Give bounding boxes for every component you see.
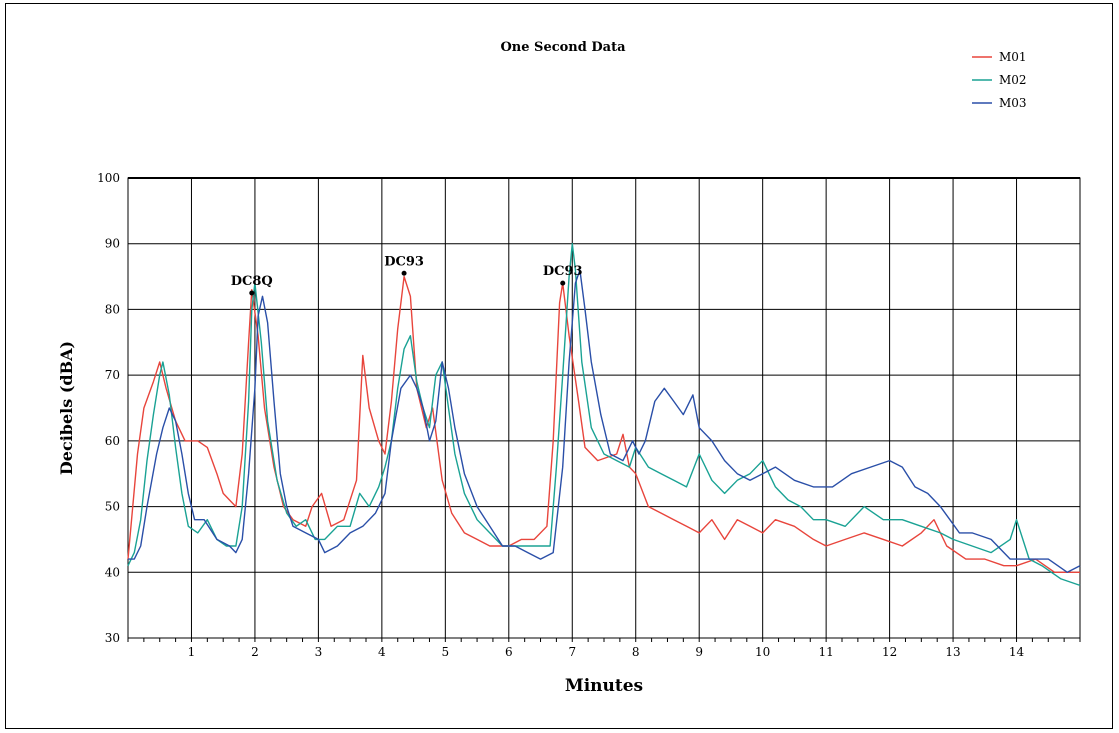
annotation-label: DC93 bbox=[384, 254, 424, 269]
x-tick-label: 1 bbox=[188, 645, 196, 659]
x-tick-label: 6 bbox=[505, 645, 513, 659]
annotation-marker bbox=[249, 290, 255, 296]
y-tick-label: 40 bbox=[105, 565, 120, 579]
y-axis-label: Decibels (dBA) bbox=[57, 341, 76, 475]
legend-label-m03: M03 bbox=[999, 96, 1027, 110]
y-tick-label: 90 bbox=[105, 237, 120, 251]
annotation-label: DC8Q bbox=[231, 274, 273, 289]
annotation-marker bbox=[560, 280, 566, 286]
y-tick-label: 100 bbox=[97, 171, 120, 185]
x-tick-label: 13 bbox=[945, 645, 960, 659]
annotation-marker bbox=[401, 270, 407, 276]
x-tick-label: 2 bbox=[251, 645, 259, 659]
y-tick-label: 70 bbox=[105, 368, 120, 382]
x-tick-label: 7 bbox=[568, 645, 576, 659]
plot-area bbox=[127, 177, 1081, 639]
x-tick-label: 8 bbox=[632, 645, 640, 659]
chart-title: One Second Data bbox=[500, 40, 626, 55]
x-tick-label: 3 bbox=[315, 645, 323, 659]
x-tick-label: 9 bbox=[695, 645, 703, 659]
chart-frame: 30 40 50 60 70 80 90 100 1 2 3 4 5 6 7 8 9 10 11 12 13 14 DC8Q… bbox=[5, 3, 1113, 729]
x-tick-label: 14 bbox=[1009, 645, 1025, 659]
x-tick-label: 10 bbox=[755, 645, 770, 659]
series-line-m02 bbox=[127, 243, 1081, 587]
x-tick-label: 5 bbox=[442, 645, 450, 659]
y-tick-label: 80 bbox=[105, 302, 120, 316]
x-tick-label: 4 bbox=[378, 645, 386, 659]
y-tick-label: 60 bbox=[105, 434, 120, 448]
x-axis-label: Minutes bbox=[565, 676, 643, 696]
legend-label-m01: M01 bbox=[999, 50, 1027, 64]
legend-label-m02: M02 bbox=[999, 73, 1027, 87]
series-line-m03 bbox=[128, 269, 1081, 573]
series-line-m01 bbox=[127, 275, 1080, 573]
annotation-label: DC93 bbox=[543, 264, 583, 279]
x-tick-label: 11 bbox=[818, 645, 833, 659]
y-tick-label: 50 bbox=[105, 500, 120, 514]
y-tick-label: 30 bbox=[105, 631, 120, 645]
x-tick-label: 12 bbox=[882, 645, 897, 659]
